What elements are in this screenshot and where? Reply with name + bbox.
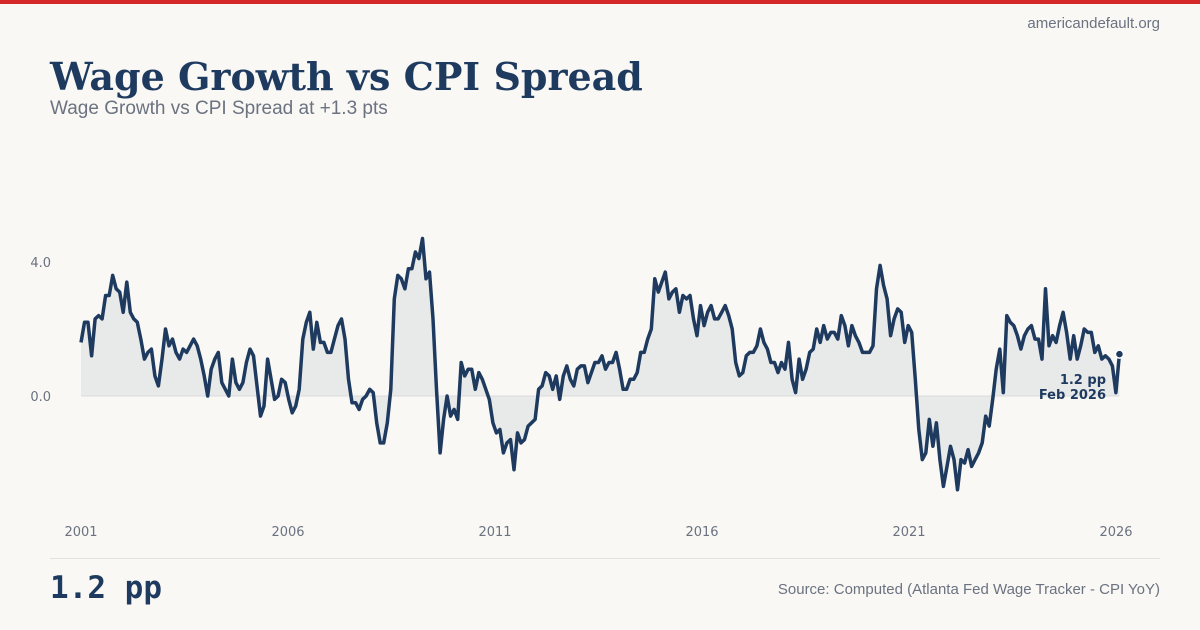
accent-bar [0,0,1200,4]
x-tick-label: 2001 [64,525,97,540]
x-tick-label: 2016 [685,525,718,540]
y-tick-label: 4.0 [30,256,51,271]
annotation-value: 1.2 pp [1060,373,1106,388]
site-name[interactable]: americandefault.org [1027,15,1160,32]
series-line [79,236,1122,492]
y-tick-label: 0.0 [30,390,51,405]
x-tick-label: 2011 [478,525,511,540]
headline-value: 1.2 pp [50,570,162,606]
x-tick-label: 2006 [271,525,304,540]
source-note: Source: Computed (Atlanta Fed Wage Track… [777,581,1160,598]
x-tick-label: 2021 [892,525,925,540]
last-point-marker [1114,349,1125,359]
chart-subtitle: Wage Growth vs CPI Spread at +1.3 pts [50,98,388,119]
area-fill [81,238,1120,490]
divider [50,558,1160,559]
chart-title: Wage Growth vs CPI Spread [50,54,643,99]
x-tick-label: 2026 [1099,525,1132,540]
annotation-date: Feb 2026 [1039,388,1106,403]
